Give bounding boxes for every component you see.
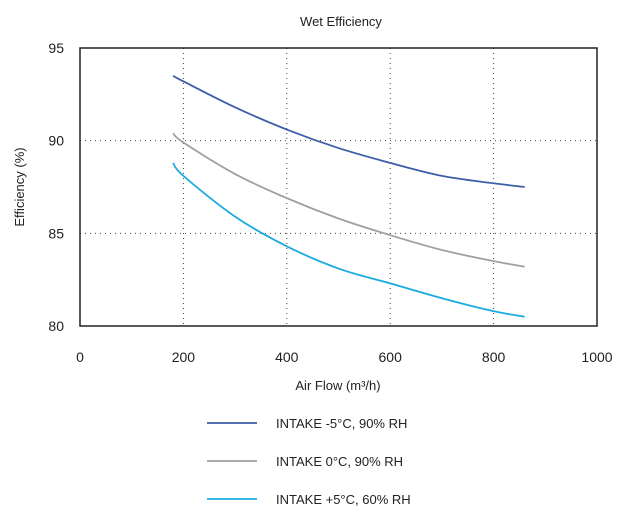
tick-labels: 0 200 400 600 800 1000 80 85 90 95 <box>48 40 612 365</box>
x-tick-label: 400 <box>275 349 299 365</box>
x-axis-label: Air Flow (m³/h) <box>295 378 380 393</box>
x-tick-label: 1000 <box>581 349 612 365</box>
y-tick-label: 80 <box>48 318 64 334</box>
legend: INTAKE -5°C, 90% RH INTAKE 0°C, 90% RH INT… <box>207 416 411 507</box>
legend-label-1: INTAKE -5°C, 90% RH <box>276 416 407 431</box>
x-tick-label: 0 <box>76 349 84 365</box>
y-tick-label: 95 <box>48 40 64 56</box>
y-tick-label: 90 <box>48 133 64 149</box>
x-tick-label: 800 <box>482 349 506 365</box>
legend-label-2: INTAKE 0°C, 90% RH <box>276 454 403 469</box>
legend-label-3: INTAKE +5°C, 60% RH <box>276 492 411 506</box>
x-tick-label: 600 <box>379 349 403 365</box>
series-line-3 <box>172 162 525 318</box>
grid-lines <box>80 48 597 326</box>
y-tick-label: 85 <box>48 225 64 241</box>
series-line-2 <box>172 132 525 268</box>
series-line-1 <box>172 75 525 188</box>
series-lines <box>172 75 525 318</box>
plot-frame <box>79 47 598 327</box>
y-axis-label: Efficiency (%) <box>12 147 27 226</box>
chart-title: Wet Efficiency <box>300 14 382 29</box>
x-tick-label: 200 <box>172 349 196 365</box>
